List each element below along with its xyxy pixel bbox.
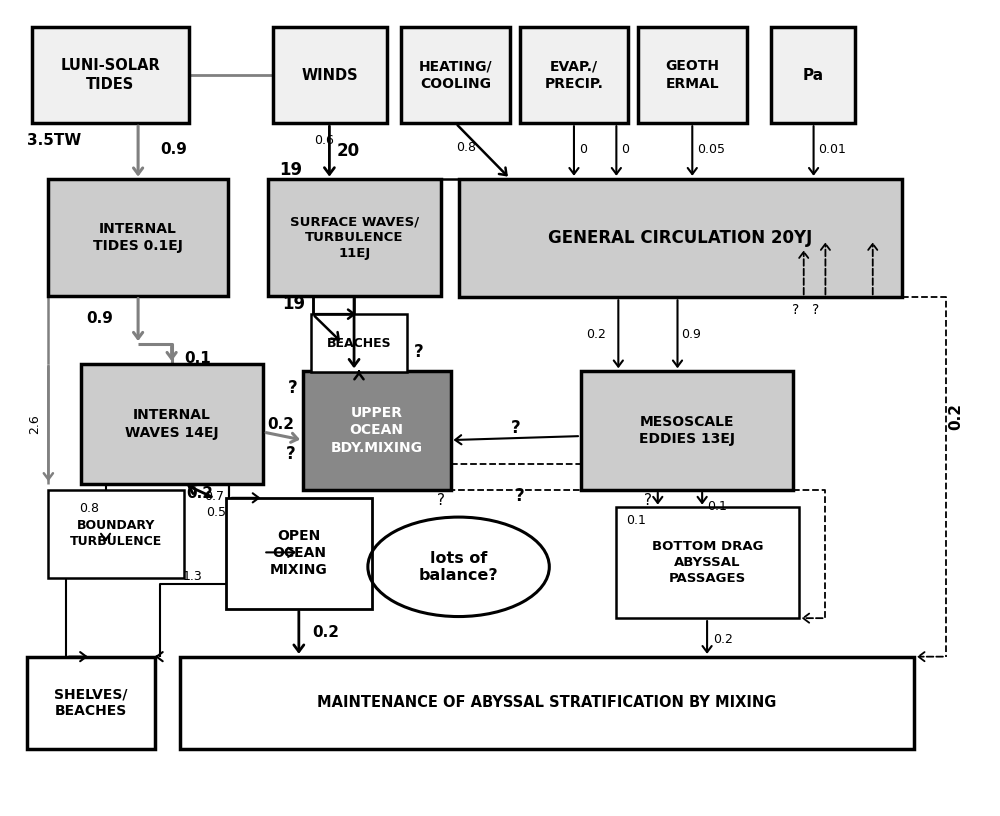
Text: 3.5TW: 3.5TW [27, 133, 81, 148]
Text: lots of
balance?: lots of balance? [419, 551, 498, 583]
FancyBboxPatch shape [581, 371, 793, 490]
Text: INTERNAL
TIDES 0.1EJ: INTERNAL TIDES 0.1EJ [93, 222, 183, 253]
Text: LUNI-SOLAR
TIDES: LUNI-SOLAR TIDES [61, 58, 160, 92]
Text: 0.2: 0.2 [713, 632, 733, 645]
Text: 0.8: 0.8 [456, 141, 476, 153]
FancyBboxPatch shape [520, 27, 628, 123]
Text: OPEN
OCEAN
MIXING: OPEN OCEAN MIXING [270, 529, 328, 578]
Text: UPPER
OCEAN
BDY.MIXING: UPPER OCEAN BDY.MIXING [331, 406, 423, 455]
FancyBboxPatch shape [32, 27, 189, 123]
FancyBboxPatch shape [273, 27, 387, 123]
Text: HEATING/
COOLING: HEATING/ COOLING [419, 60, 492, 91]
Text: INTERNAL
WAVES 14EJ: INTERNAL WAVES 14EJ [125, 408, 219, 440]
FancyBboxPatch shape [27, 657, 155, 749]
Text: 0.5: 0.5 [206, 506, 226, 519]
Text: 0.2: 0.2 [313, 625, 340, 640]
Text: BOUNDARY
TURBULENCE: BOUNDARY TURBULENCE [70, 520, 163, 548]
FancyBboxPatch shape [638, 27, 747, 123]
Text: EVAP./
PRECIP.: EVAP./ PRECIP. [545, 60, 603, 91]
Text: 0.01: 0.01 [819, 144, 846, 156]
Text: 0.9: 0.9 [160, 142, 187, 157]
FancyBboxPatch shape [311, 314, 407, 372]
Text: 0.2: 0.2 [948, 402, 963, 429]
FancyBboxPatch shape [48, 180, 228, 295]
Text: GENERAL CIRCULATION 20YJ: GENERAL CIRCULATION 20YJ [548, 229, 813, 247]
Text: 0.1: 0.1 [184, 351, 211, 366]
Text: ?: ? [286, 445, 296, 463]
Text: Pa: Pa [803, 68, 824, 82]
Text: 0.1: 0.1 [626, 514, 646, 527]
FancyBboxPatch shape [268, 180, 441, 295]
Text: WINDS: WINDS [302, 68, 358, 82]
Text: GEOTH
ERMAL: GEOTH ERMAL [665, 60, 719, 91]
FancyBboxPatch shape [771, 27, 855, 123]
Text: SURFACE WAVES/
TURBULENCE
11EJ: SURFACE WAVES/ TURBULENCE 11EJ [290, 215, 419, 260]
Text: ?: ? [437, 493, 445, 508]
Text: 1.3: 1.3 [182, 570, 202, 583]
Text: 0.9: 0.9 [681, 328, 701, 341]
Text: BOTTOM DRAG
ABYSSAL
PASSAGES: BOTTOM DRAG ABYSSAL PASSAGES [652, 540, 763, 585]
Text: 0.2: 0.2 [187, 486, 214, 501]
Text: ?: ? [288, 379, 298, 397]
Text: 0.9: 0.9 [87, 311, 113, 326]
Text: 19: 19 [283, 295, 306, 313]
Text: 0.1: 0.1 [707, 500, 727, 513]
Text: ?: ? [644, 493, 652, 508]
Text: MAINTENANCE OF ABYSSAL STRATIFICATION BY MIXING: MAINTENANCE OF ABYSSAL STRATIFICATION BY… [317, 695, 777, 710]
Text: ?: ? [511, 419, 521, 437]
Text: 0.6: 0.6 [314, 135, 334, 148]
Text: 2.6: 2.6 [28, 415, 41, 434]
Text: 0: 0 [621, 144, 629, 156]
FancyBboxPatch shape [401, 27, 510, 123]
FancyBboxPatch shape [48, 490, 184, 578]
Text: ?: ? [792, 303, 799, 317]
Text: ?: ? [414, 343, 424, 361]
Text: ?: ? [812, 303, 819, 317]
FancyBboxPatch shape [180, 657, 914, 749]
FancyBboxPatch shape [226, 498, 372, 609]
Text: SHELVES/
BEACHES: SHELVES/ BEACHES [54, 687, 128, 718]
Text: 0: 0 [579, 144, 587, 156]
Text: 0.2: 0.2 [268, 416, 295, 432]
Text: 0.2: 0.2 [586, 328, 606, 341]
Text: 19: 19 [280, 161, 303, 179]
Text: BEACHES: BEACHES [327, 336, 391, 349]
FancyBboxPatch shape [303, 371, 451, 490]
Text: MESOSCALE
EDDIES 13EJ: MESOSCALE EDDIES 13EJ [639, 415, 735, 446]
Text: 0.8: 0.8 [79, 502, 99, 515]
Text: 0.7: 0.7 [204, 490, 224, 503]
FancyBboxPatch shape [81, 364, 263, 484]
FancyBboxPatch shape [616, 508, 799, 619]
Text: 20: 20 [336, 142, 359, 160]
FancyBboxPatch shape [459, 179, 902, 297]
Text: 0.05: 0.05 [697, 144, 725, 156]
Text: ?: ? [515, 487, 525, 505]
